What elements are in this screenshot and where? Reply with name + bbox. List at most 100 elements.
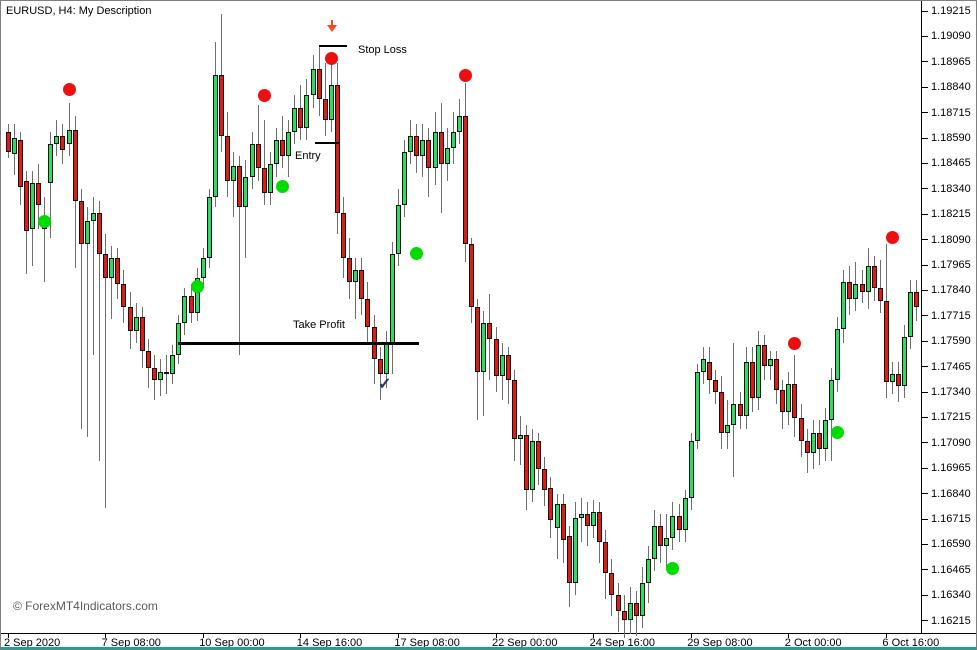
candle-body <box>859 284 865 293</box>
price-tick <box>922 518 928 520</box>
candle-body <box>646 558 651 583</box>
candle-body <box>432 131 438 169</box>
candle-body <box>658 526 664 547</box>
candle-body <box>341 213 346 258</box>
candle-body <box>865 266 871 293</box>
candle-body <box>60 135 66 151</box>
buy-signal-dot <box>190 279 204 293</box>
candle-body <box>841 282 847 329</box>
candle-body <box>670 515 676 539</box>
time-tick-label: 2 Oct 00:00 <box>784 637 842 649</box>
price-tick <box>922 289 928 291</box>
watermark: © ForexMT4Indicators.com <box>13 599 158 613</box>
price-tick-label: 1.16215 <box>931 614 971 627</box>
candle-body <box>151 367 157 380</box>
candle-body <box>761 345 767 366</box>
candle-body <box>377 359 383 374</box>
candle-body <box>255 144 261 169</box>
candle-body <box>853 284 859 299</box>
price-tick-label: 1.18590 <box>931 132 971 144</box>
candle-body <box>835 329 841 380</box>
candle-body <box>395 205 401 254</box>
candle-wick <box>239 156 241 356</box>
entry-line[interactable] <box>315 142 339 145</box>
candle-wick <box>257 105 259 181</box>
sell-signal-dot <box>459 68 472 82</box>
time-tick-label: 6 Oct 16:00 <box>882 637 940 649</box>
candle-body <box>420 140 426 157</box>
time-axis[interactable]: 2 Sep 2020 7 Sep 08:00 10 Sep 00:00 14 Sep … <box>1 633 976 649</box>
candle-body <box>908 292 914 338</box>
candle-body <box>408 135 414 153</box>
candle-body <box>890 373 895 382</box>
candle-body <box>548 487 554 520</box>
candle-body <box>11 138 17 155</box>
price-tick-label: 1.16840 <box>931 487 971 500</box>
candle-body <box>871 266 877 289</box>
candle-body <box>530 440 536 490</box>
time-tick <box>202 633 204 638</box>
candlestick-chart[interactable]: EURUSD, H4: My Description Stop Loss Ent… <box>1 1 921 638</box>
candle-wick <box>92 196 94 356</box>
price-tick <box>922 162 928 164</box>
candle-body <box>585 513 590 527</box>
candle-body <box>292 107 298 132</box>
price-tick-label: 1.17465 <box>931 360 971 373</box>
time-tick-label: 17 Sep 08:00 <box>394 637 460 649</box>
price-tick-label: 1.16340 <box>931 589 971 602</box>
candle-body <box>347 257 353 283</box>
candle-body <box>139 316 145 352</box>
time-tick-label: 24 Sep 16:00 <box>589 637 656 649</box>
time-tick <box>7 633 9 638</box>
candle-body <box>713 379 719 392</box>
price-tick-label: 1.17840 <box>931 284 971 297</box>
candle-body <box>322 99 328 120</box>
price-tick-label: 1.18340 <box>931 182 971 195</box>
candle-body <box>481 322 487 372</box>
candle-body <box>463 115 468 244</box>
candle-body <box>225 135 231 181</box>
candle-body <box>578 513 584 518</box>
candle-body <box>176 322 182 356</box>
time-tick-label: 29 Sep 08:00 <box>687 637 753 649</box>
candle-body <box>121 284 127 307</box>
time-tick <box>885 633 887 638</box>
candle-body <box>822 420 828 449</box>
candle-body <box>829 379 834 421</box>
candle-wick <box>80 188 82 429</box>
candle-wick <box>44 196 46 283</box>
time-tick-label: 7 Sep 08:00 <box>101 637 161 649</box>
candle-body <box>603 542 609 573</box>
candle-wick <box>86 207 88 437</box>
price-tick-label: 1.16590 <box>931 538 971 551</box>
stop-loss-line[interactable] <box>319 44 347 47</box>
take-profit-line[interactable] <box>178 341 419 345</box>
time-tick-label: 14 Sep 16:00 <box>296 637 363 649</box>
price-tick-label: 1.16465 <box>931 563 971 576</box>
candle-body <box>36 182 41 206</box>
candle-body <box>505 355 511 380</box>
price-axis[interactable]: 1.19215 1.19090 1.18965 1.18840 1.18715 1.185… <box>921 1 976 633</box>
candle-body <box>158 371 163 380</box>
time-tick <box>495 633 497 638</box>
buy-signal-dot <box>666 562 680 576</box>
candle-body <box>633 603 639 616</box>
candle-body <box>273 140 279 165</box>
candle-body <box>536 440 542 470</box>
candle-body <box>133 316 139 332</box>
candle-body <box>700 359 706 372</box>
candle-body <box>731 404 737 425</box>
candle-body <box>768 359 773 366</box>
candle-body <box>48 144 54 183</box>
buy-signal-dot <box>38 214 52 228</box>
candle-wick <box>580 497 582 543</box>
candle-body <box>316 68 322 100</box>
candle-body <box>426 140 432 169</box>
candle-body <box>243 176 249 208</box>
candle-body <box>231 166 237 181</box>
candle-body <box>774 359 780 390</box>
buy-signal-dot <box>410 247 424 261</box>
chart-title: EURUSD, H4: My Description <box>6 5 152 17</box>
price-tick <box>922 112 928 114</box>
candle-body <box>310 68 316 96</box>
